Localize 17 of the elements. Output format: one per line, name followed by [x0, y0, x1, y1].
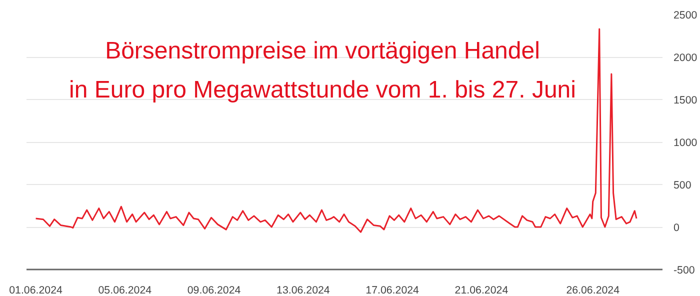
y-tick-label: 500	[674, 180, 692, 192]
x-tick-label: 26.06.2024	[566, 284, 620, 296]
x-tick-label: 01.06.2024	[9, 284, 63, 296]
y-tick-label: 2500	[674, 10, 698, 22]
text: Börsenstrompreise im vortägigen Handel	[105, 38, 540, 64]
x-tick-label: 17.06.2024	[366, 284, 420, 296]
x-tick-label: 13.06.2024	[276, 284, 330, 296]
text: in Euro pro Megawattstunde vom 1. bis 27. Juni	[69, 76, 576, 104]
x-tick-label: 21.06.2024	[454, 284, 508, 296]
line-series	[35, 28, 638, 233]
y-tick-label: 1500	[674, 94, 698, 106]
y-tick-label: 1000	[674, 137, 698, 149]
y-tick-label: 0	[674, 222, 680, 234]
y-tick-label: -500	[674, 264, 695, 276]
y-tick-label: 2000	[674, 52, 698, 64]
x-tick-label: 05.06.2024	[98, 284, 152, 296]
x-tick-label: 09.06.2024	[187, 284, 241, 296]
